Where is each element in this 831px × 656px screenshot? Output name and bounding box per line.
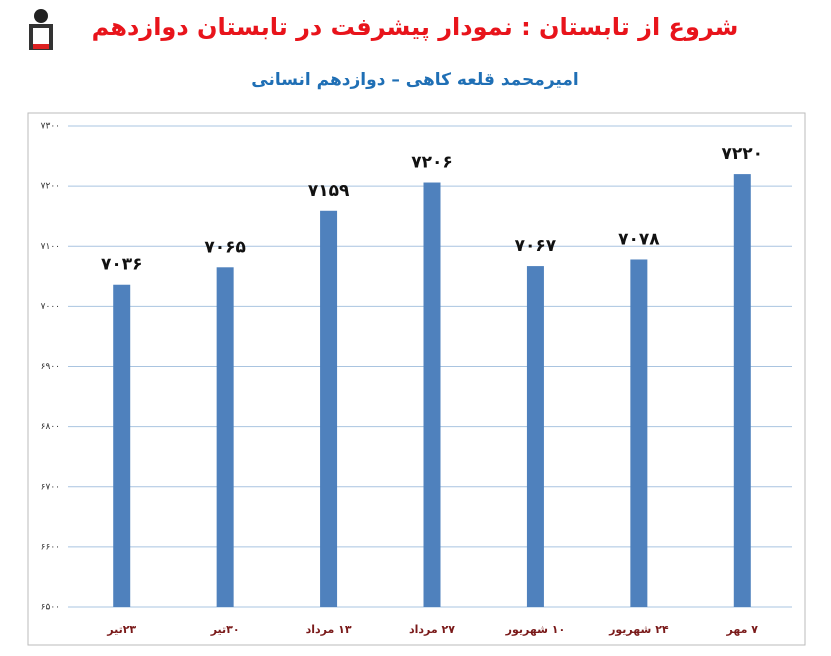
x-tick-label: ۱۳ مرداد	[306, 623, 352, 636]
value-label: ۷۰۶۷	[515, 236, 557, 256]
bar	[216, 267, 234, 607]
y-tick-label: ۷۲۰۰	[41, 182, 60, 192]
y-tick-label: ۶۸۰۰	[41, 422, 60, 432]
y-tick-label: ۷۳۰۰	[41, 122, 60, 132]
y-tick-label: ۶۹۰۰	[41, 362, 60, 372]
value-label: ۷۰۶۵	[204, 237, 246, 257]
bar	[423, 182, 441, 607]
bar	[733, 174, 751, 607]
bar	[630, 259, 648, 607]
y-tick-label: ۷۱۰۰	[41, 242, 60, 252]
bar	[113, 284, 131, 607]
value-label: ۷۱۵۹	[308, 181, 350, 201]
y-tick-label: ۶۷۰۰	[41, 482, 60, 492]
value-label: ۷۲۰۶	[411, 153, 453, 173]
value-label: ۷۰۳۶	[101, 255, 143, 275]
x-tick-label: ۳۰تیر	[210, 623, 240, 636]
x-tick-label: ۲۴ شهریور	[608, 623, 669, 636]
bar	[526, 266, 544, 607]
chart-subtitle: امیرمحمد قلعه کاهی – دوازدهم انسانی	[251, 70, 578, 90]
x-tick-label: ۲۳تیر	[106, 623, 136, 636]
y-tick-label: ۶۶۰۰	[41, 542, 60, 552]
value-label: ۷۲۲۰	[722, 144, 764, 164]
x-tick-label: ۷ مهر	[726, 623, 759, 636]
x-tick-label: ۲۷ مرداد	[409, 623, 455, 636]
y-tick-label: ۷۰۰۰	[41, 302, 60, 312]
y-tick-label: ۶۵۰۰	[41, 603, 60, 613]
plot-frame	[27, 112, 806, 646]
value-label: ۷۰۷۸	[618, 229, 660, 249]
chart-title: شروع از تابستان : نمودار پیشرفت در تابست…	[92, 13, 739, 41]
bar	[320, 210, 338, 607]
logo	[29, 9, 53, 50]
x-tick-label: ۱۰ شهریور	[505, 623, 566, 636]
